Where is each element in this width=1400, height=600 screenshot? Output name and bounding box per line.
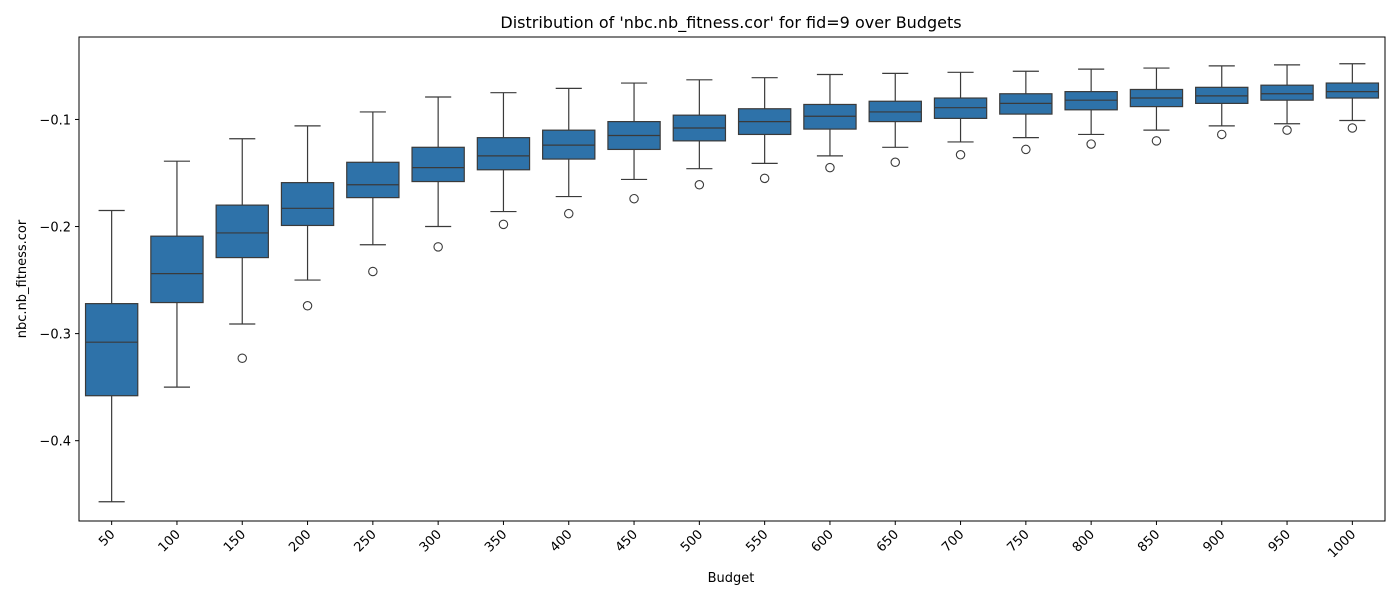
y-axis-title: nbc.nb_fitness.cor (15, 219, 30, 338)
chart-title: Distribution of 'nbc.nb_fitness.cor' for… (500, 13, 961, 33)
x-tick-label: 450 (613, 527, 641, 555)
x-tick-label: 600 (809, 527, 837, 555)
y-tick-label: −0.4 (39, 435, 71, 450)
box-group-300 (411, 96, 465, 252)
x-axis-title: Budget (708, 571, 755, 586)
outlier-point (759, 173, 770, 184)
x-tick-label: 550 (743, 527, 771, 555)
box-group-900 (1195, 65, 1249, 140)
x-tick-label: 500 (678, 527, 706, 555)
outlier-point (825, 162, 835, 173)
outlier-point (563, 208, 574, 219)
box-group-200 (280, 125, 335, 311)
x-tick-label: 250 (352, 527, 380, 555)
box-group-700 (933, 71, 988, 160)
x-tick-label: 400 (547, 527, 575, 555)
x-tick-label: 100 (156, 527, 184, 555)
outlier-point (955, 150, 966, 160)
x-tick-label: 300 (417, 527, 445, 555)
box-iqr (346, 161, 400, 199)
plot-area (84, 63, 1380, 503)
box-iqr (215, 204, 269, 259)
x-tick-label: 650 (874, 527, 902, 555)
x-tick-label: 700 (939, 527, 967, 555)
box-group-850 (1129, 67, 1184, 146)
box-group-100 (150, 160, 204, 388)
x-tick-label: 350 (482, 527, 510, 555)
x-axis: 50 100 150 200 250 300 350 400 450 500 550 600 650 70… (96, 521, 1359, 561)
outlier-point (1217, 129, 1227, 140)
outlier-point (433, 242, 443, 252)
outlier-point (890, 157, 900, 168)
box-group-600 (803, 73, 857, 173)
box-iqr (476, 137, 531, 171)
y-axis: −0.1 −0.2 −0.3 −0.4 (39, 113, 79, 450)
x-tick-label: 200 (286, 527, 314, 555)
y-tick-label: −0.1 (39, 113, 71, 128)
plot-frame (78, 36, 1386, 522)
x-tick-label: 150 (221, 527, 249, 555)
box-group-350 (476, 92, 531, 230)
outlier-point (302, 301, 313, 311)
box-group-550 (737, 77, 792, 184)
x-tick-label: 1000 (1325, 527, 1359, 561)
box-iqr (1260, 84, 1314, 101)
outlier-point (237, 353, 248, 363)
x-tick-label: 850 (1135, 527, 1163, 555)
box-group-400 (542, 87, 596, 219)
box-group-750 (999, 70, 1053, 155)
y-tick-label: −0.3 (39, 328, 71, 343)
outlier-point (1086, 139, 1096, 149)
box-group-800 (1064, 68, 1118, 149)
box-group-950 (1260, 64, 1314, 135)
x-tick-label: 750 (1005, 527, 1033, 555)
outlier-point (694, 180, 705, 190)
box-iqr (280, 182, 335, 227)
box-iqr (1325, 82, 1380, 99)
box-group-250 (346, 111, 400, 277)
box-group-150 (215, 138, 269, 363)
box-group-500 (672, 79, 727, 190)
x-tick-label: 50 (96, 527, 118, 549)
box-group-650 (868, 72, 922, 168)
x-tick-label: 950 (1266, 527, 1294, 555)
box-group-450 (607, 82, 661, 204)
outlier-point (1282, 125, 1292, 135)
outlier-point (629, 193, 639, 204)
outlier-point (498, 219, 509, 230)
outlier-point (1021, 144, 1031, 155)
box-group-50 (84, 209, 139, 503)
y-tick-label: −0.2 (39, 221, 71, 236)
box-iqr (150, 235, 204, 304)
box-iqr (84, 303, 139, 397)
outlier-point (368, 266, 378, 277)
outlier-point (1347, 123, 1358, 133)
x-tick-label: 900 (1200, 527, 1228, 555)
outlier-point (1151, 136, 1162, 146)
box-iqr (411, 146, 465, 183)
x-tick-label: 800 (1070, 527, 1098, 555)
box-group-1000 (1325, 63, 1380, 133)
